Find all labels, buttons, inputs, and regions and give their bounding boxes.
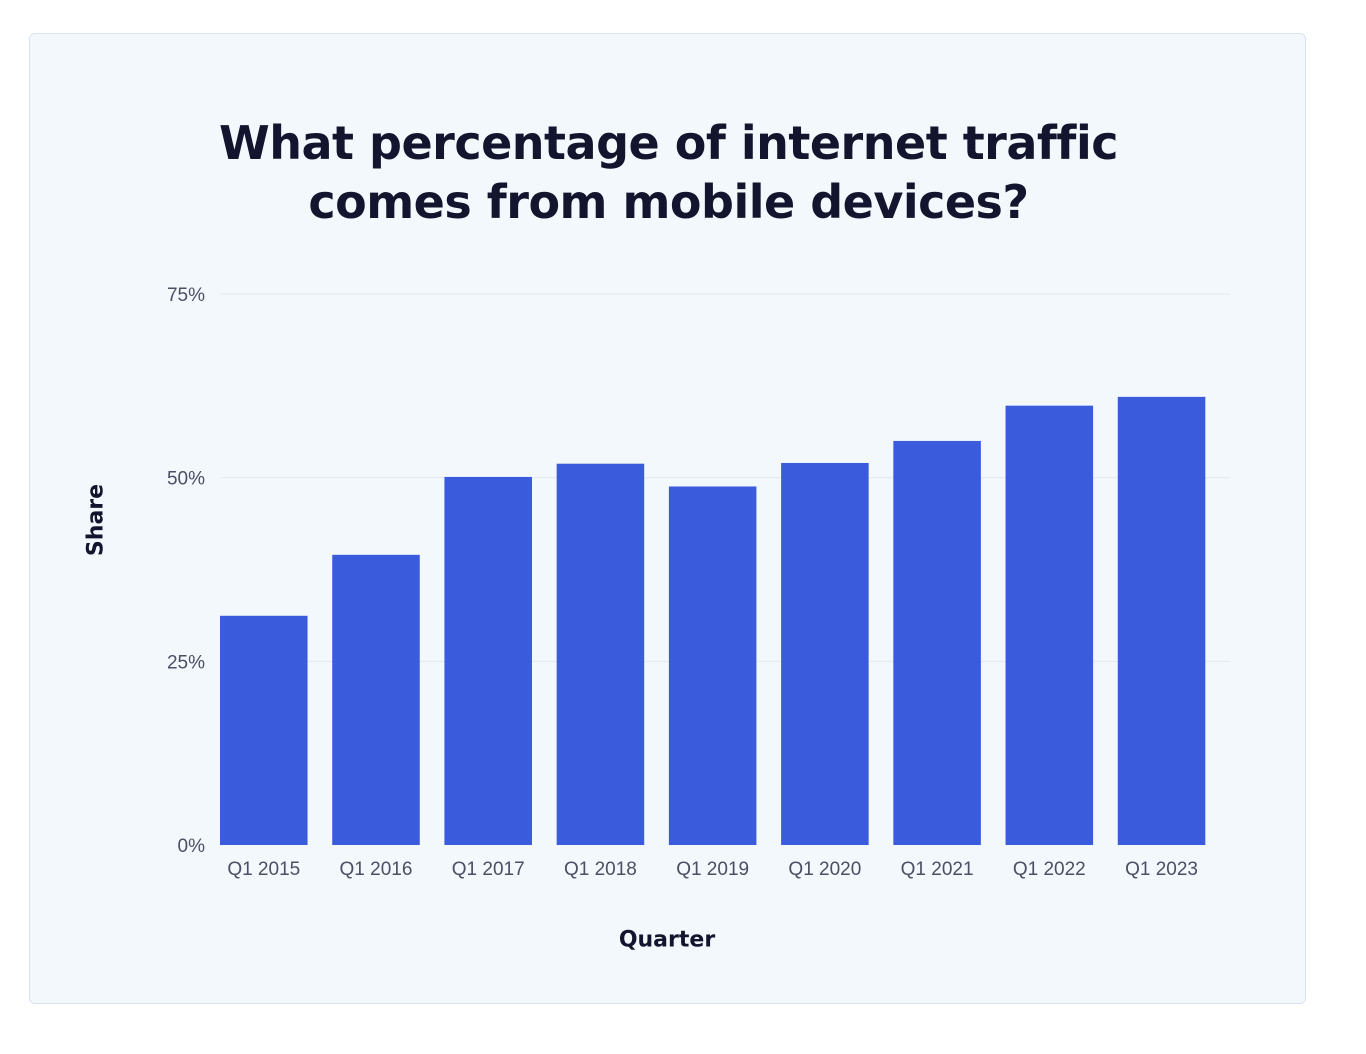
x-tick-label: Q1 2017	[452, 859, 525, 880]
bar	[332, 554, 420, 845]
chart-title-line-2: comes from mobile devices?	[308, 175, 1029, 229]
bar	[556, 463, 645, 845]
x-tick-label: Q1 2016	[340, 859, 413, 880]
y-tick-label: 25%	[167, 652, 205, 673]
bars	[220, 396, 1206, 845]
chart-title: What percentage of internet traffic come…	[30, 114, 1307, 232]
x-tick-label: Q1 2023	[1125, 859, 1198, 880]
x-tick-label: Q1 2021	[901, 859, 974, 880]
y-tick-label: 75%	[167, 285, 205, 306]
bar	[444, 476, 532, 845]
y-tick-label: 0%	[178, 836, 206, 857]
y-axis-ticks: 0% 25% 50% 75%	[167, 285, 205, 857]
bar	[1005, 405, 1094, 845]
x-tick-label: Q1 2018	[564, 859, 637, 880]
x-tick-label: Q1 2020	[788, 859, 861, 880]
x-tick-label: Q1 2015	[227, 859, 300, 880]
bar	[220, 615, 308, 845]
bar	[1117, 396, 1206, 845]
bar	[781, 462, 869, 845]
x-tick-label: Q1 2022	[1013, 859, 1086, 880]
y-tick-label: 50%	[167, 469, 205, 490]
chart-title-line-1: What percentage of internet traffic	[219, 116, 1118, 170]
y-axis-label: Share	[83, 483, 109, 557]
bar	[668, 486, 757, 845]
x-axis-label: Quarter	[618, 927, 716, 953]
x-axis-ticks: Q1 2015 Q1 2016 Q1 2017 Q1 2018 Q1 2019 Q1 20…	[227, 859, 1198, 880]
bar	[893, 440, 981, 845]
x-tick-label: Q1 2019	[676, 859, 749, 880]
